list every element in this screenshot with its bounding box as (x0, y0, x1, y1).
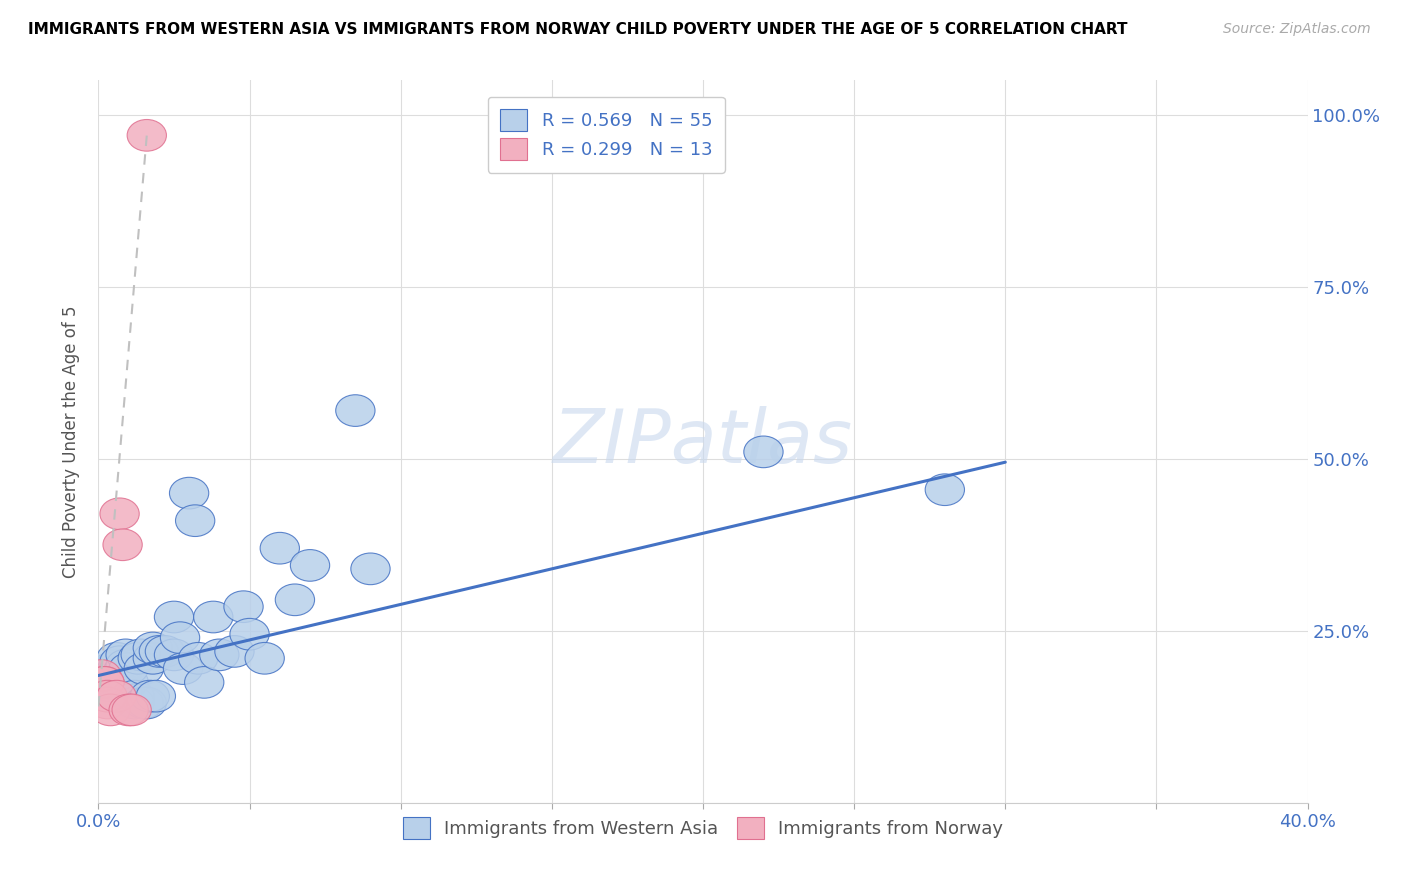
Ellipse shape (84, 666, 124, 698)
Ellipse shape (176, 505, 215, 536)
Ellipse shape (91, 670, 131, 702)
Ellipse shape (103, 657, 142, 688)
Ellipse shape (127, 687, 166, 719)
Ellipse shape (84, 666, 124, 698)
Text: Source: ZipAtlas.com: Source: ZipAtlas.com (1223, 22, 1371, 37)
Text: ZIPatlas: ZIPatlas (553, 406, 853, 477)
Ellipse shape (105, 639, 145, 671)
Ellipse shape (276, 584, 315, 615)
Ellipse shape (136, 681, 176, 712)
Ellipse shape (160, 622, 200, 654)
Ellipse shape (91, 694, 131, 726)
Ellipse shape (112, 694, 152, 726)
Ellipse shape (87, 657, 127, 688)
Ellipse shape (100, 666, 139, 698)
Ellipse shape (105, 649, 145, 681)
Ellipse shape (170, 477, 208, 509)
Ellipse shape (87, 663, 127, 695)
Ellipse shape (194, 601, 233, 632)
Ellipse shape (260, 533, 299, 564)
Ellipse shape (82, 666, 121, 698)
Ellipse shape (124, 687, 163, 719)
Ellipse shape (131, 681, 170, 712)
Ellipse shape (100, 498, 139, 530)
Ellipse shape (179, 642, 218, 674)
Ellipse shape (100, 646, 139, 678)
Ellipse shape (97, 649, 136, 681)
Ellipse shape (103, 529, 142, 560)
Ellipse shape (87, 681, 127, 712)
Ellipse shape (118, 642, 157, 674)
Ellipse shape (155, 639, 194, 671)
Ellipse shape (139, 636, 179, 667)
Ellipse shape (352, 553, 389, 584)
Ellipse shape (163, 653, 202, 684)
Ellipse shape (94, 666, 134, 698)
Ellipse shape (91, 660, 131, 691)
Ellipse shape (184, 666, 224, 698)
Text: IMMIGRANTS FROM WESTERN ASIA VS IMMIGRANTS FROM NORWAY CHILD POVERTY UNDER THE A: IMMIGRANTS FROM WESTERN ASIA VS IMMIGRAN… (28, 22, 1128, 37)
Ellipse shape (925, 474, 965, 506)
Ellipse shape (110, 666, 148, 698)
Ellipse shape (94, 663, 134, 695)
Ellipse shape (744, 436, 783, 467)
Ellipse shape (134, 642, 173, 674)
Ellipse shape (84, 677, 124, 708)
Ellipse shape (97, 681, 136, 712)
Ellipse shape (245, 642, 284, 674)
Ellipse shape (231, 618, 269, 650)
Ellipse shape (110, 653, 148, 684)
Ellipse shape (110, 694, 148, 726)
Ellipse shape (87, 660, 127, 691)
Ellipse shape (103, 673, 142, 705)
Ellipse shape (200, 639, 239, 671)
Y-axis label: Child Poverty Under the Age of 5: Child Poverty Under the Age of 5 (62, 305, 80, 578)
Legend: Immigrants from Western Asia, Immigrants from Norway: Immigrants from Western Asia, Immigrants… (391, 805, 1015, 852)
Ellipse shape (121, 639, 160, 671)
Ellipse shape (155, 601, 194, 632)
Ellipse shape (82, 660, 121, 691)
Ellipse shape (84, 666, 124, 698)
Ellipse shape (115, 687, 155, 719)
Ellipse shape (127, 120, 166, 151)
Ellipse shape (115, 681, 155, 712)
Ellipse shape (291, 549, 329, 582)
Ellipse shape (91, 653, 131, 684)
Ellipse shape (124, 653, 163, 684)
Ellipse shape (224, 591, 263, 623)
Ellipse shape (134, 632, 173, 664)
Ellipse shape (87, 687, 127, 719)
Ellipse shape (97, 642, 136, 674)
Ellipse shape (215, 636, 254, 667)
Ellipse shape (336, 395, 375, 426)
Ellipse shape (145, 636, 184, 667)
Ellipse shape (82, 666, 121, 698)
